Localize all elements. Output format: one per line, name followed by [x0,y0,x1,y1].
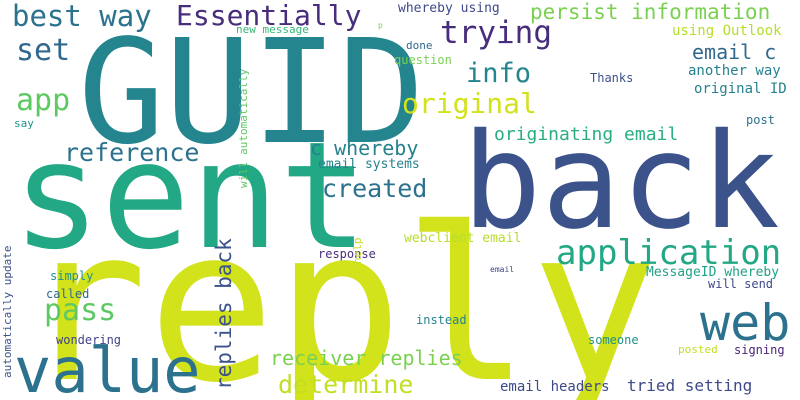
word-say: say [14,117,34,130]
word-web: web [700,294,791,352]
word-created: created [322,174,428,203]
word-application: application [556,233,782,273]
word-receiver-replies: receiver replies [270,346,463,370]
word-back: back [462,105,780,259]
word-trying: trying [440,15,552,51]
word-whereby-using: whereby using [398,1,500,16]
word-original: original [402,87,537,120]
word-messageid-whereby: MessageID whereby [646,265,780,280]
word-response: response [318,247,376,261]
word-someone: someone [588,333,639,347]
word-essentially: Essentially [176,0,362,32]
word-determine: determine [278,370,414,399]
word-will-send: will send [708,277,774,291]
word-reply: reply [20,182,659,400]
word-best-way: best way [12,0,152,33]
word-another-way: another way [688,63,781,79]
word-question: question [394,53,452,67]
word-email-headers: email headers [500,379,610,395]
word-app: app [16,83,71,118]
word-c-whereby: c whereby [310,136,419,160]
word-email-systems: email systems [318,157,420,172]
word-done: done [406,39,433,52]
word-wondering: wondering [56,333,122,347]
word-new-message: new message [236,23,309,36]
word-using-outlook: using Outlook [672,23,782,39]
word-sent: sent [12,110,369,282]
word-help: help [351,237,364,265]
word-thanks: Thanks [590,71,634,85]
word-simply: simply [50,269,94,283]
word-email-c: email c [692,40,777,64]
word-tried-setting: tried setting [627,376,753,395]
word-guid: GUID [78,8,425,176]
word-email: email [490,265,515,274]
word-automatically-update: automatically update [1,245,14,378]
word-replies-back: replies back [212,238,236,390]
word-instead: instead [416,313,467,327]
word-will-automatically: will automatically [237,68,250,188]
word-original-id: original ID [694,81,787,97]
word-info: info [466,58,532,89]
word-posted: posted [678,343,718,356]
word-pass: pass [44,293,117,328]
word-set: set [16,33,71,68]
word-signing: signing [734,343,785,357]
word-post: post [746,113,775,127]
word-p: p [378,21,383,30]
word-originating-email: originating email [494,124,679,145]
word-value: value [14,334,201,400]
word-called: called [46,287,90,301]
word-persist-information: persist information [530,0,771,24]
word-reference: reference [64,138,200,167]
word-webclient-email: webclient email [404,231,522,246]
